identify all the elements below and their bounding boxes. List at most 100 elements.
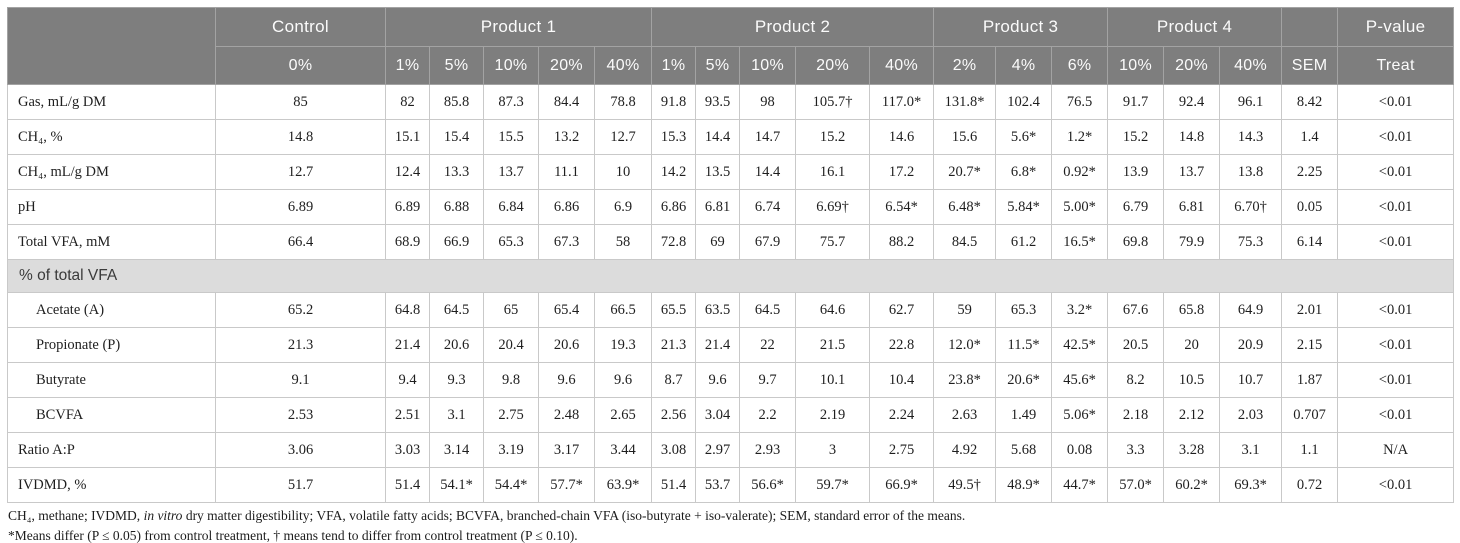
table-cell: 14.4	[695, 119, 741, 155]
table-cell: 5.68	[995, 432, 1053, 468]
table-cell: 2.63	[933, 397, 997, 433]
table-cell: 3	[795, 432, 871, 468]
table-cell: 6.86	[651, 189, 697, 225]
table-cell: 53.7	[695, 467, 741, 503]
table-cell: 6.86	[538, 189, 595, 225]
group-header-product-4: Product 4	[1107, 7, 1283, 47]
table-cell: 45.6*	[1051, 362, 1109, 398]
table-cell: 2.56	[651, 397, 697, 433]
row-label: BCVFA	[7, 397, 216, 433]
table-cell: 64.6	[795, 292, 871, 328]
table-cell: 72.8	[651, 224, 697, 260]
group-header-product-2: Product 2	[651, 7, 935, 47]
table-cell: 11.1	[538, 154, 595, 190]
table-cell: 84.4	[538, 84, 595, 120]
table-cell: 44.7*	[1051, 467, 1109, 503]
table-cell: 6.89	[385, 189, 430, 225]
abbreviations-note: CH₄, methane; IVDMD, in vitro dry matter…	[8, 508, 1453, 525]
table-cell: 69.8	[1107, 224, 1165, 260]
abbreviations-note-text: CH₄, methane; IVDMD,	[8, 508, 144, 523]
table-cell: 12.7	[593, 119, 653, 155]
table-body: Gas, mL/g DM 85 82 85.8 87.3 84.4 78.8 91.8 93.5…	[6, 84, 1455, 503]
table-cell: 20.6*	[995, 362, 1053, 398]
table-cell: 2.65	[593, 397, 653, 433]
header-group-row: Control Product 1 Product 2 Product 3 Pr…	[7, 7, 1455, 85]
table-cell: 9.3	[429, 362, 484, 398]
table-cell: 2.18	[1107, 397, 1165, 433]
table-cell: 20.6	[429, 327, 484, 363]
table-cell: <0.01	[1337, 224, 1455, 260]
table-cell: 93.5	[695, 84, 741, 120]
table-cell: 2.48	[538, 397, 595, 433]
table-cell: 2.15	[1281, 327, 1339, 363]
subheader-sem: SEM	[1281, 46, 1339, 85]
table-cell: 42.5*	[1051, 327, 1109, 363]
table-cell: 6.9	[593, 189, 653, 225]
table-cell: 15.6	[933, 119, 997, 155]
table-cell: <0.01	[1337, 292, 1455, 328]
table-cell: 0.05	[1281, 189, 1339, 225]
table-cell: 10.1	[795, 362, 871, 398]
row-label-column-header	[7, 7, 216, 85]
table-cell: 68.9	[385, 224, 430, 260]
abbreviations-note-italic: in vitro	[143, 508, 183, 523]
subheader-product4-40: 40%	[1219, 46, 1283, 85]
subheader-product2-20: 20%	[795, 46, 871, 85]
table-row: CH₄, % 14.8 15.1 15.4 15.5 13.2 12.7 15.3 14.4 14…	[7, 119, 1455, 155]
table-cell: <0.01	[1337, 467, 1455, 503]
table-cell: 11.5*	[995, 327, 1053, 363]
table-cell: 3.2*	[1051, 292, 1109, 328]
group-header-sem-spacer	[1281, 7, 1339, 47]
table-row: Total VFA, mM 66.4 68.9 66.9 65.3 67.3 58 72.8 6…	[7, 224, 1455, 260]
table-cell: 3.08	[651, 432, 697, 468]
table-cell: 48.9*	[995, 467, 1053, 503]
group-header-product-1: Product 1	[384, 7, 653, 47]
table-cell: 65.3	[483, 224, 539, 260]
subheader-product2-10: 10%	[739, 46, 797, 85]
table-row: Acetate (A) 65.2 64.8 64.5 65 65.4 66.5 65.5 63.…	[7, 292, 1455, 328]
table-cell: 2.53	[215, 397, 386, 433]
table-cell: 5.84*	[995, 189, 1053, 225]
table-cell: 66.9	[429, 224, 484, 260]
table-cell: 21.4	[385, 327, 430, 363]
abbreviations-note-text-end: dry matter digestibility; VFA, volatile …	[182, 508, 966, 523]
table-cell: 1.4	[1281, 119, 1339, 155]
table-cell: 3.28	[1163, 432, 1221, 468]
table-cell: 10	[593, 154, 653, 190]
table-cell: 15.5	[483, 119, 539, 155]
table-cell: 14.7	[739, 119, 797, 155]
table-cell: 6.14	[1281, 224, 1339, 260]
row-label: Ratio A:P	[7, 432, 216, 468]
table-cell: 2.19	[795, 397, 871, 433]
table-cell: 14.3	[1219, 119, 1283, 155]
table-cell: 85	[215, 84, 386, 120]
table-cell: 14.8	[215, 119, 386, 155]
table-cell: 20.9	[1219, 327, 1283, 363]
table-cell: 64.5	[739, 292, 797, 328]
table-cell: 14.6	[869, 119, 935, 155]
table-cell: 2.75	[483, 397, 539, 433]
table-cell: 12.4	[385, 154, 430, 190]
table-cell: 51.4	[651, 467, 697, 503]
table-cell: 67.6	[1107, 292, 1165, 328]
group-header-control: Control	[215, 7, 386, 47]
table-cell: 2.93	[739, 432, 797, 468]
table-cell: 1.2*	[1051, 119, 1109, 155]
table-cell: 62.7	[869, 292, 935, 328]
table-cell: 9.6	[695, 362, 741, 398]
table-cell: 51.4	[385, 467, 430, 503]
table-cell: 20	[1163, 327, 1221, 363]
subheader-product1-5: 5%	[429, 46, 484, 85]
table-cell: 13.2	[538, 119, 595, 155]
subheader-product2-40: 40%	[869, 46, 935, 85]
table-cell: 3.04	[695, 397, 741, 433]
row-label: Total VFA, mM	[7, 224, 216, 260]
row-label: Acetate (A)	[7, 292, 216, 328]
table-cell: 20.6	[538, 327, 595, 363]
table-cell: 79.9	[1163, 224, 1221, 260]
table-cell: 0.707	[1281, 397, 1339, 433]
table-cell: 8.42	[1281, 84, 1339, 120]
table-cell: 6.84	[483, 189, 539, 225]
table-cell: 6.8*	[995, 154, 1053, 190]
subheader-product4-10: 10%	[1107, 46, 1165, 85]
